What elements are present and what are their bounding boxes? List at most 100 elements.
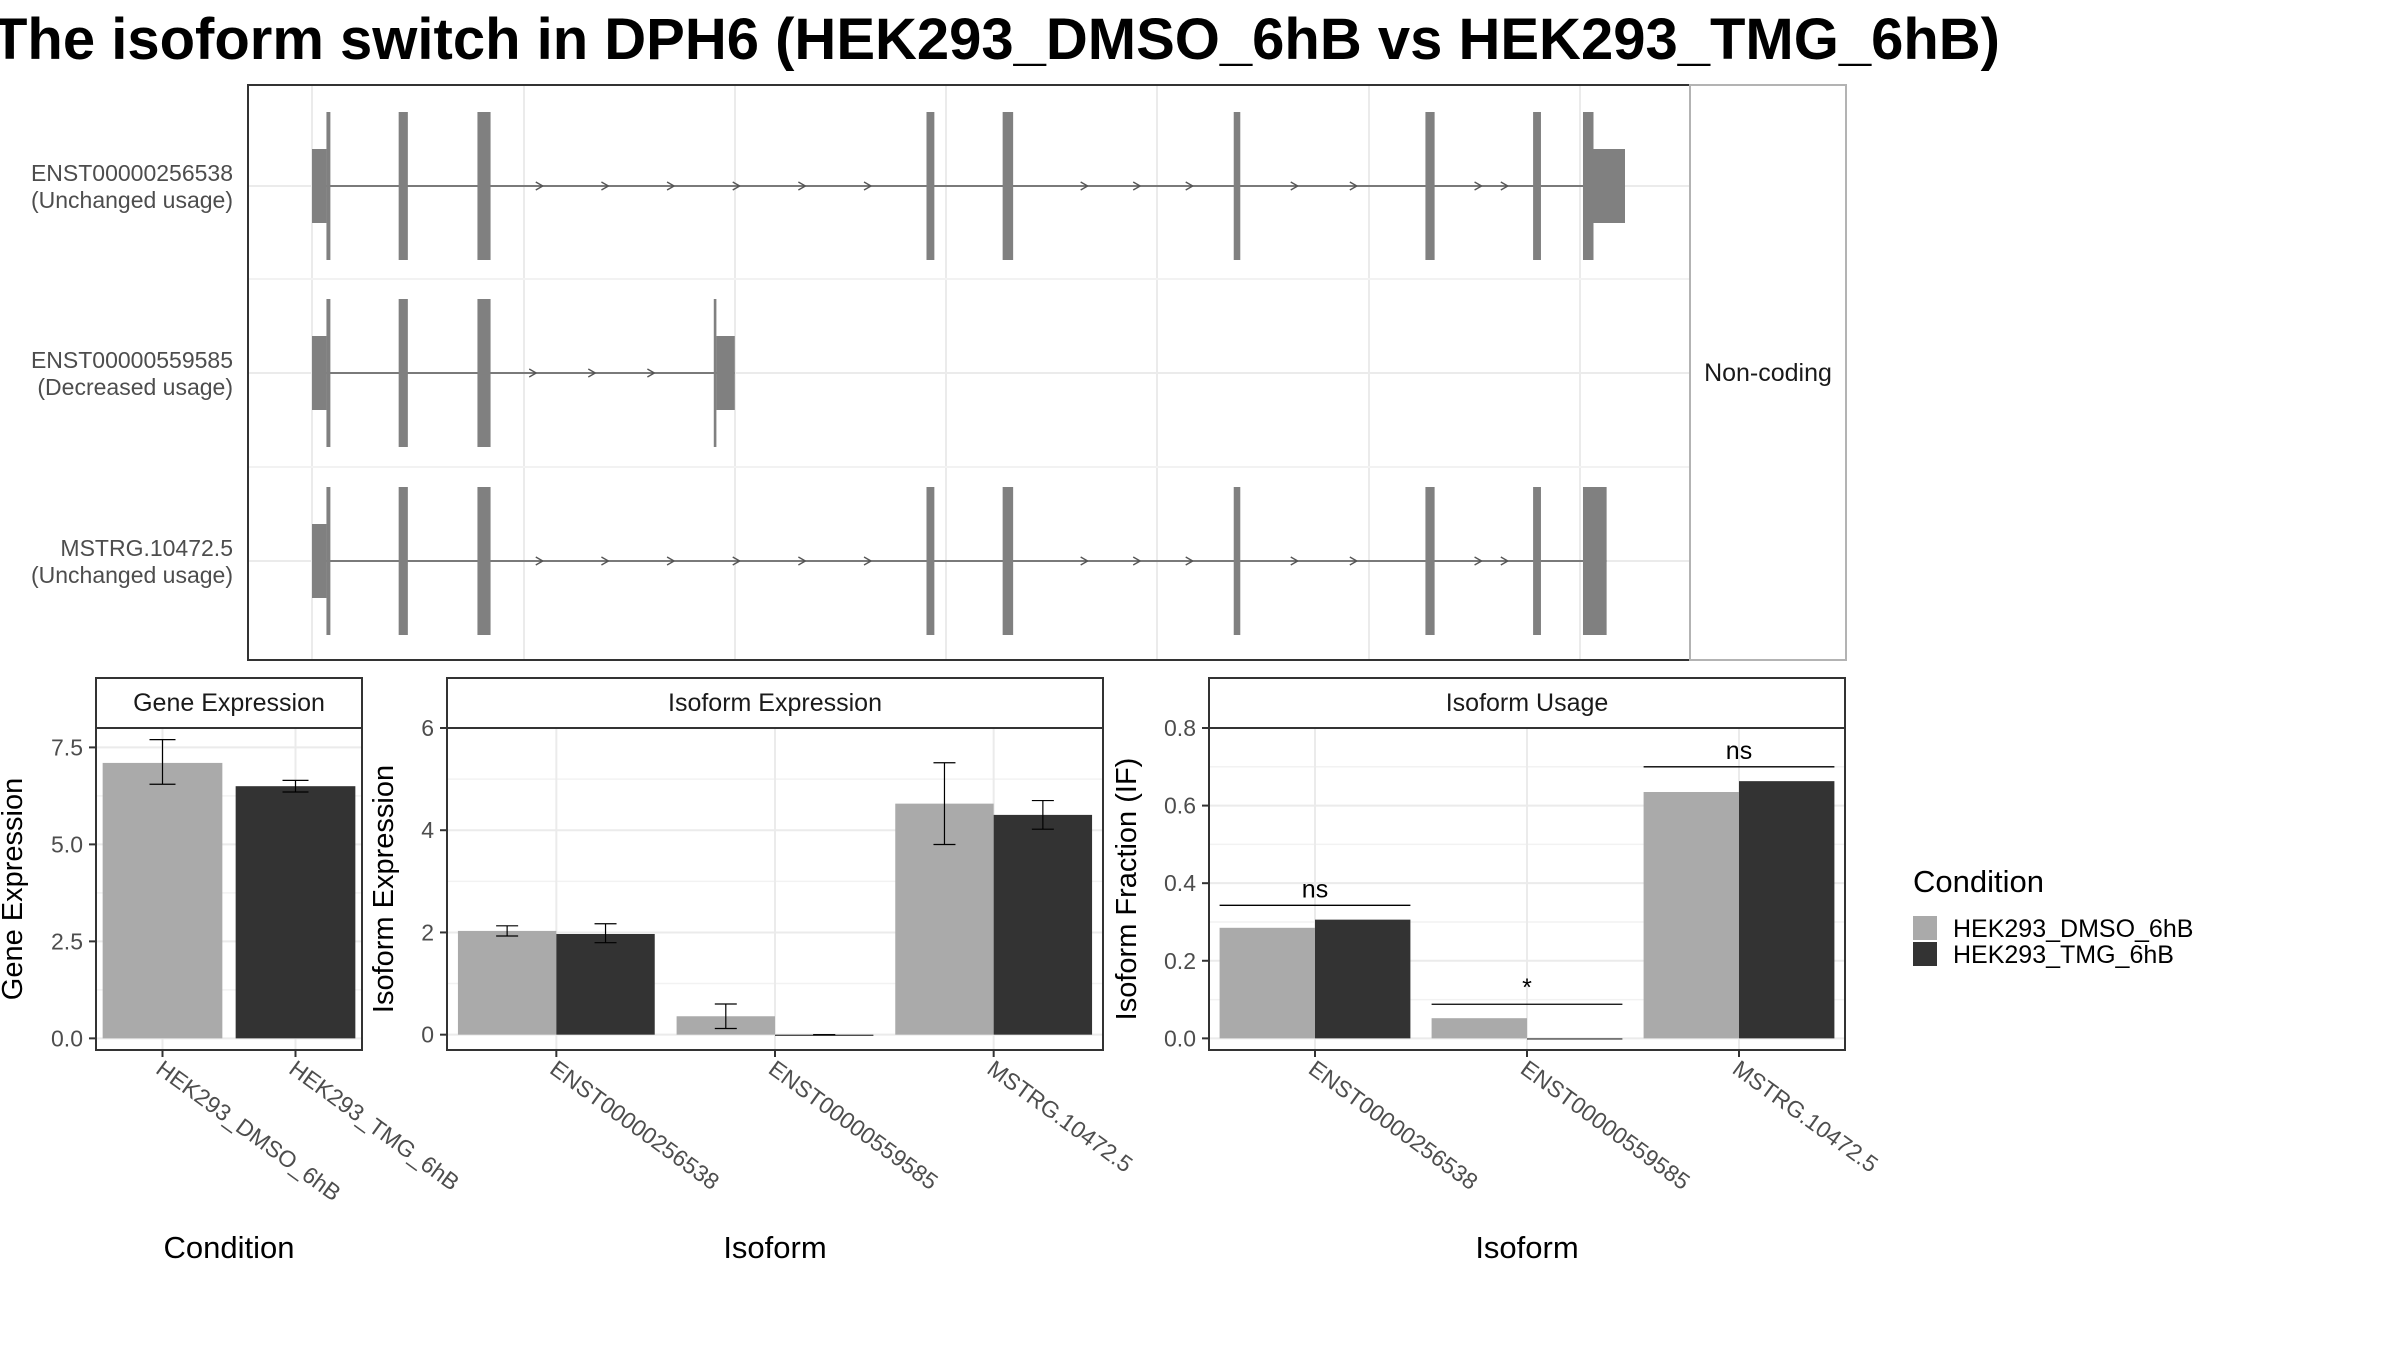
strand-arrow xyxy=(863,181,873,191)
bar-panel: Isoform Usage ns * ns 0.0 0.2 0.4 0.6 0.8 ENST000… xyxy=(1111,677,1883,1265)
facet-strip-label: Non-coding xyxy=(1704,359,1832,387)
transcript-row: MSTRG.10472.5(Unchanged usage) xyxy=(31,487,1607,635)
y-axis-title: Gene Expression xyxy=(0,778,29,1000)
bar-chart-panels: Gene Expression0.02.55.07.5HEK293_DMSO_6… xyxy=(0,677,1883,1265)
strand-arrow xyxy=(1185,556,1195,566)
panel-strip-box xyxy=(446,677,1104,729)
y-axis-title: Isoform Expression xyxy=(368,765,400,1013)
bar xyxy=(1315,919,1411,1039)
strand-arrow xyxy=(1474,181,1483,191)
bar xyxy=(1527,1038,1623,1040)
strand-arrow xyxy=(601,556,610,566)
panel-strip-box xyxy=(95,677,363,729)
structure-facet-strip: Non-coding xyxy=(1689,84,1847,661)
legend-swatch xyxy=(1913,942,1937,966)
x-tick-label: ENST00000559585 xyxy=(1516,1055,1695,1195)
bar xyxy=(993,814,1093,1035)
exon-coding xyxy=(713,299,717,447)
y-tick-label: 5.0 xyxy=(51,831,83,857)
exon-coding xyxy=(398,487,408,635)
x-tick-label: MSTRG.10472.5 xyxy=(1728,1055,1883,1177)
facet-strip-box xyxy=(1689,84,1847,661)
y-tick-label: 2.5 xyxy=(51,928,83,954)
exon-coding xyxy=(1002,487,1014,635)
panel-strip-label: Isoform Usage xyxy=(1446,689,1609,717)
transcript-name-label: MSTRG.10472.5 xyxy=(60,535,233,561)
strand-arrow xyxy=(732,556,742,566)
bar xyxy=(556,933,655,1035)
strand-arrow xyxy=(1290,556,1300,566)
strand-arrow xyxy=(587,368,597,378)
strand-arrow xyxy=(601,181,610,191)
exon-coding xyxy=(926,487,935,635)
y-tick-label: 0.0 xyxy=(51,1025,83,1051)
legend-item-label: HEK293_TMG_6hB xyxy=(1953,941,2174,969)
significance-label: * xyxy=(1522,974,1532,1002)
transcript-usage-label: (Unchanged usage) xyxy=(31,562,233,588)
exon-coding xyxy=(477,112,491,260)
exon-coding xyxy=(1593,487,1607,635)
bar xyxy=(1219,927,1315,1039)
strand-arrow xyxy=(535,181,545,191)
y-tick-label: 0.6 xyxy=(1164,793,1196,819)
strand-arrow xyxy=(1474,556,1483,566)
x-tick-label: ENST00000256538 xyxy=(545,1055,724,1195)
exon-coding xyxy=(1233,112,1241,260)
legend-item-label: HEK293_DMSO_6hB xyxy=(1953,915,2193,943)
transcript-usage-label: (Decreased usage) xyxy=(37,374,233,400)
strand-arrow xyxy=(1132,556,1142,566)
bar-panel: Isoform Expression 0 2 4 6 ENST00000256538 ENS… xyxy=(368,677,1138,1265)
strand-arrow xyxy=(666,181,676,191)
significance-label: ns xyxy=(1726,737,1752,765)
strand-arrow xyxy=(666,556,676,566)
strand-arrow xyxy=(1290,181,1300,191)
strand-arrow xyxy=(1080,556,1090,566)
exon-coding xyxy=(326,299,331,447)
y-tick-label: 4 xyxy=(421,817,434,843)
strand-arrow xyxy=(1349,181,1359,191)
strand-arrow xyxy=(863,556,873,566)
panel-border xyxy=(95,727,363,1051)
strand-arrow xyxy=(1500,556,1510,566)
strand-arrow xyxy=(1132,181,1142,191)
exon-coding xyxy=(1425,487,1435,635)
exon-coding xyxy=(1533,487,1541,635)
exon-utr xyxy=(312,524,327,598)
exon-coding xyxy=(477,299,491,447)
exon-coding xyxy=(477,487,491,635)
y-tick-label: 0.2 xyxy=(1164,948,1196,974)
panel-strip-box xyxy=(1208,677,1846,729)
exon-coding xyxy=(1233,487,1241,635)
strand-arrow xyxy=(798,556,807,566)
x-axis-title: Condition xyxy=(164,1230,295,1265)
y-tick-label: 0.8 xyxy=(1164,715,1196,741)
bar xyxy=(102,762,223,1039)
exon-coding xyxy=(1002,112,1014,260)
y-tick-label: 7.5 xyxy=(51,734,83,760)
transcript-row: ENST00000256538(Unchanged usage) xyxy=(31,112,1625,260)
panel-strip-label: Gene Expression xyxy=(133,689,325,717)
exon-coding xyxy=(326,112,331,260)
y-tick-label: 0 xyxy=(421,1022,434,1048)
bar xyxy=(1431,1018,1527,1039)
panel-strip-label: Isoform Expression xyxy=(668,689,882,717)
page-title: The isoform switch in DPH6 (HEK293_DMSO_… xyxy=(0,7,2000,72)
strand-arrow xyxy=(1185,181,1195,191)
bar xyxy=(235,786,356,1039)
bar xyxy=(1739,781,1835,1039)
strand-arrow xyxy=(535,556,545,566)
x-axis-title: Isoform xyxy=(1475,1230,1578,1265)
exon-coding xyxy=(1533,112,1541,260)
x-tick-label: ENST00000256538 xyxy=(1304,1055,1483,1195)
transcript-name-label: ENST00000256538 xyxy=(31,160,233,186)
exon-coding xyxy=(1582,112,1594,260)
exon-coding xyxy=(926,112,935,260)
x-axis-title: Isoform xyxy=(723,1230,826,1265)
legend-swatch xyxy=(1913,916,1937,940)
y-axis-title: Isoform Fraction (IF) xyxy=(1111,758,1143,1021)
exon-utr xyxy=(1593,149,1625,223)
exon-utr xyxy=(312,149,327,223)
transcript-structure-panel: ENST00000256538(Unchanged usage)ENST0000… xyxy=(31,84,1691,661)
x-tick-label: MSTRG.10472.5 xyxy=(983,1055,1138,1177)
